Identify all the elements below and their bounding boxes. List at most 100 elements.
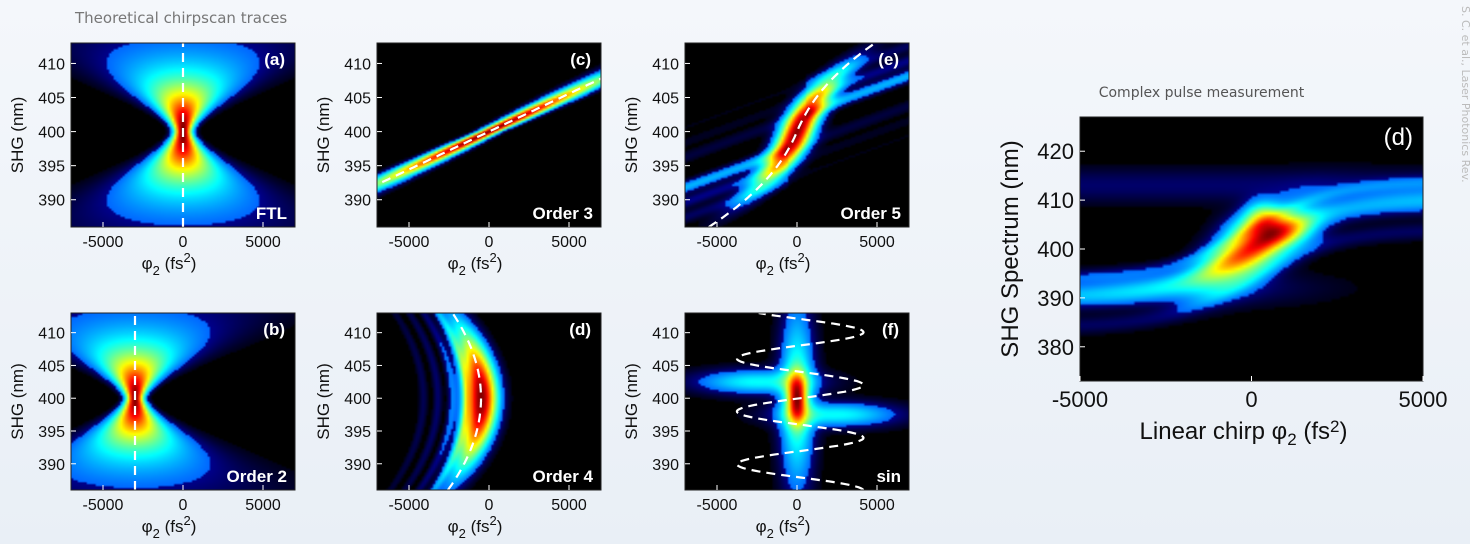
y-tick-label: 390 [344,193,371,210]
panel-phase-label: FTL [256,204,287,223]
y-tick-label: 410 [652,326,679,343]
chart-panel-3: -5000 0 5000 410 405 400 395 390 (e) Order 5 SHG (… [622,42,910,278]
x-tick-label: 0 [485,234,494,251]
panel-letter: (c) [570,50,591,69]
x-tick-label: -5000 [83,234,124,251]
panel-letter: (a) [264,50,285,69]
panel-phase-label: Order 2 [227,467,287,486]
y-tick-label: 395 [344,159,371,176]
y-tick-label: 400 [344,391,371,408]
y-tick-label: 380 [1037,335,1074,360]
y-axis-label: SHG (nm) [622,97,641,174]
y-tick-label: 390 [1037,286,1074,311]
y-tick-label: 405 [38,358,65,375]
y-tick-label: 405 [652,358,679,375]
y-tick-label: 410 [38,326,65,343]
x-tick-label: -5000 [1052,387,1108,412]
x-tick-label: 5000 [859,234,895,251]
x-tick-label: -5000 [389,497,430,514]
y-tick-label: 410 [652,56,679,73]
y-tick-label: 405 [652,91,679,108]
x-axis-label: φ2 (fs2) [756,250,811,278]
y-tick-label: 410 [38,56,65,73]
y-tick-label: 400 [652,125,679,142]
panel-phase-label: Order 3 [533,204,593,223]
panel-letter: (d) [569,320,591,339]
y-tick-label: 395 [38,159,65,176]
y-tick-label: 400 [38,391,65,408]
chart-panel-4: -5000 0 5000 410 405 400 395 390 (b) Order 2 SHG (… [8,312,296,541]
x-axis-label: φ2 (fs2) [448,250,503,278]
phase-overlay-curve [447,313,483,490]
y-tick-label: 390 [652,457,679,474]
x-axis-label: φ2 (fs2) [142,513,197,541]
y-tick-label: 405 [344,358,371,375]
panel-letter: (f) [882,320,899,339]
panel-phase-label: Order 5 [841,204,901,223]
y-axis-label: SHG (nm) [314,97,333,174]
y-tick-label: 420 [1037,139,1074,164]
x-tick-label: 0 [793,234,802,251]
heatmap-image [377,313,601,490]
panel-letter: (e) [878,50,899,69]
x-tick-label: 5000 [245,497,281,514]
chart-panel-6: -5000 0 5000 410 405 400 395 390 (f) sin SHG (nm) φ… [622,312,910,541]
y-axis-label: SHG (nm) [8,363,27,440]
phase-overlay-curve [708,43,876,227]
x-axis-label: φ2 (fs2) [756,513,811,541]
y-tick-label: 395 [652,424,679,441]
heatmap-image [685,313,909,490]
x-axis-label: φ2 (fs2) [142,250,197,278]
phase-overlay-curve [735,313,865,490]
chart-title: Complex pulse measurement [1099,85,1305,101]
y-tick-label: 395 [344,424,371,441]
chart-panel-7: -5000 0 5000 420 410 400 390 380 (d) SHG Spectrum… [997,85,1447,449]
panel-phase-label: Order 4 [533,467,594,486]
x-axis-label: φ2 (fs2) [448,513,503,541]
chart-panel-1: -5000 0 5000 410 405 400 395 390 (a) FTL SHG (nm) φ… [8,42,296,278]
heatmap-image [1080,117,1423,381]
x-tick-label: 5000 [551,497,587,514]
heatmap-image [685,43,909,227]
y-tick-label: 390 [652,193,679,210]
panel-letter: (d) [1384,124,1413,151]
x-tick-label: -5000 [389,234,430,251]
heatmap-image [71,313,295,490]
y-tick-label: 395 [38,424,65,441]
x-tick-label: 0 [1245,387,1257,412]
x-tick-label: 5000 [1399,387,1448,412]
y-tick-label: 400 [344,125,371,142]
x-tick-label: 0 [179,234,188,251]
y-tick-label: 400 [38,125,65,142]
x-tick-label: -5000 [83,497,124,514]
y-tick-label: 405 [38,91,65,108]
y-axis-label: SHG Spectrum (nm) [997,140,1024,357]
y-tick-label: 395 [652,159,679,176]
panel-letter: (b) [263,320,285,339]
y-tick-label: 400 [652,391,679,408]
panel-phase-label: sin [876,467,901,486]
y-tick-label: 410 [1037,188,1074,213]
x-tick-label: 0 [179,497,188,514]
y-tick-label: 390 [38,457,65,474]
x-tick-label: 0 [485,497,494,514]
y-tick-label: 400 [1037,237,1074,262]
y-tick-label: 390 [38,193,65,210]
x-axis-label: Linear chirp φ2 (fs2) [1140,417,1348,449]
heatmap-image [377,43,601,227]
x-tick-label: 5000 [245,234,281,251]
figure-title: Theoretical chirpscan traces [74,9,287,27]
y-axis-label: SHG (nm) [622,363,641,440]
y-axis-label: SHG (nm) [8,97,27,174]
x-tick-label: -5000 [697,234,738,251]
side-citation: S. C. et al., Laser Photonics Rev. [1459,6,1470,183]
x-tick-label: -5000 [697,497,738,514]
phase-overlay-curve [377,77,601,186]
chart-panel-5: -5000 0 5000 410 405 400 395 390 (d) Order 4 SHG (… [314,312,602,541]
x-tick-label: 0 [793,497,802,514]
y-axis-label: SHG (nm) [314,363,333,440]
chart-panel-2: -5000 0 5000 410 405 400 395 390 (c) Order 3 SHG (… [314,42,602,278]
y-tick-label: 410 [344,56,371,73]
x-tick-label: 5000 [859,497,895,514]
